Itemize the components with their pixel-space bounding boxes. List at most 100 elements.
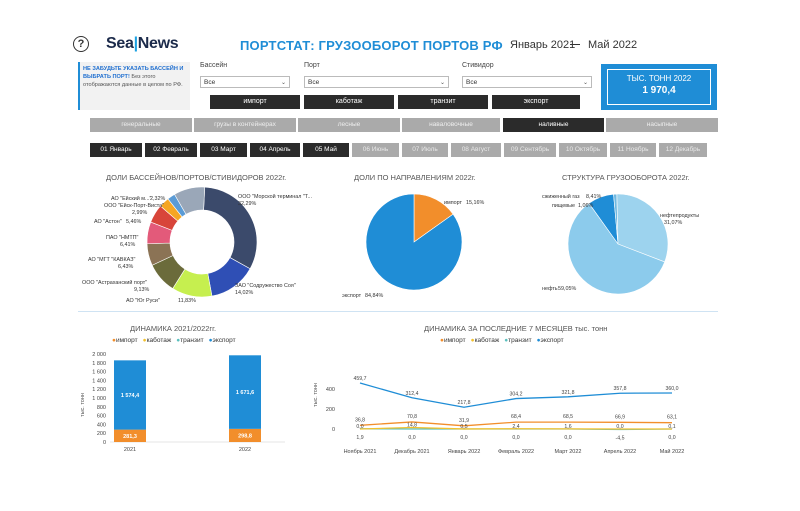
logo-part-b: News — [137, 35, 179, 52]
month-tab-8[interactable]: 08 Август — [451, 143, 501, 157]
month-tab-9[interactable]: 09 Сентябрь — [504, 143, 556, 157]
cargo-tab-dry-bulk[interactable]: насыпные — [606, 118, 718, 132]
bar-ytick: 1 000 — [92, 396, 106, 402]
pie3-slice-1[interactable] — [567, 202, 666, 295]
line-point-label: 0,0 — [512, 435, 519, 441]
period-from[interactable]: Январь 2021 — [510, 39, 576, 51]
month-tab-5[interactable]: 05 Май — [303, 143, 349, 157]
legend-item[interactable]: ●транзит — [504, 337, 531, 344]
bar-export-1[interactable] — [229, 355, 261, 429]
bar-import-1[interactable] — [229, 428, 261, 442]
legend-item[interactable]: ●каботаж — [471, 337, 500, 344]
donut-label-3: ООО "Астраханский порт" — [82, 279, 147, 286]
cargo-tab-containers[interactable]: грузы в контейнерах — [194, 118, 296, 132]
period-to[interactable]: Май 2022 — [588, 39, 638, 51]
pie2-slice-1[interactable] — [365, 193, 463, 291]
month-tab-10[interactable]: 10 Октябрь — [559, 143, 607, 157]
line-point-label: 0,0 — [668, 435, 675, 441]
bar-ytick: 400 — [97, 422, 106, 428]
line-point-label: -4,5 — [616, 435, 625, 441]
stevedore-select[interactable]: Все ⌄ — [462, 76, 592, 88]
basin-select[interactable]: Все ⌄ — [200, 76, 290, 88]
port-label: Порт — [304, 62, 320, 69]
legend-item[interactable]: ●экспорт — [209, 337, 236, 344]
basin-label: Бассейн — [200, 62, 228, 69]
month-tab-3[interactable]: 03 Март — [200, 143, 247, 157]
bar-ytick: 1 200 — [92, 387, 106, 393]
line-xtick-5: Апрель 2022 — [604, 449, 636, 455]
line-point-label: 459,7 — [354, 376, 367, 382]
bar-ytick: 2 000 — [92, 352, 106, 358]
legend-label: каботаж — [474, 337, 500, 344]
help-icon[interactable]: ? — [73, 36, 89, 52]
pie3-value-1: 59,05% — [558, 286, 576, 292]
pie3-label-2: сжиженный газ — [542, 193, 580, 200]
port-select[interactable]: Все ⌄ — [304, 76, 449, 88]
direction-import-button[interactable]: импорт — [210, 95, 300, 109]
pie2-value-0: 15,16% — [466, 200, 484, 206]
month-tab-1[interactable]: 01 Январь — [90, 143, 142, 157]
line-point-label: 0,5 — [460, 424, 467, 430]
bar-xtick-0: 2021 — [124, 447, 136, 453]
bar-import-label-0: 281,3 — [123, 434, 137, 440]
donut-slice-0[interactable] — [203, 186, 258, 270]
line-series-экспорт[interactable] — [359, 382, 673, 408]
legend-item[interactable]: ●импорт — [112, 337, 138, 344]
cargo-tab-liquid[interactable]: наливные — [503, 118, 604, 132]
section-title-shares-ports: ДОЛИ БАССЕЙНОВ/ПОРТОВ/СТИВИДОРОВ 2022г. — [106, 173, 287, 182]
legend-label: экспорт — [212, 337, 236, 344]
legend-label: экспорт — [540, 337, 564, 344]
cargo-tab-bulk[interactable]: наваловочные — [402, 118, 500, 132]
month-tab-12[interactable]: 12 Декабрь — [659, 143, 707, 157]
line-xtick-4: Март 2022 — [555, 449, 582, 455]
legend-item[interactable]: ●каботаж — [143, 337, 172, 344]
legend-label: импорт — [443, 337, 466, 344]
line-point-label: 0,0 — [408, 435, 415, 441]
donut-value-2: 11,83% — [178, 298, 196, 304]
legend-item[interactable]: ●транзит — [176, 337, 203, 344]
line-point-label: 0,0 — [616, 424, 623, 430]
kpi-label: ТЫС. ТОНН 2022 — [626, 74, 692, 83]
direction-export-button[interactable]: экспорт — [492, 95, 580, 109]
pie2-label-0: импорт — [444, 200, 463, 206]
legend-bar: ●импорт ●каботаж ●транзит ●экспорт — [112, 337, 236, 344]
port-value: Все — [308, 79, 320, 86]
line-point-label: 68,5 — [563, 414, 573, 420]
legend-dot: ● — [142, 337, 147, 344]
directions-pie-chart: импорт 15,16% экспорт 84,84% — [342, 193, 484, 299]
line-point-label: 0,0 — [564, 435, 571, 441]
donut-slice-9[interactable] — [174, 186, 206, 215]
direction-transit-button[interactable]: транзит — [398, 95, 488, 109]
legend-label: импорт — [115, 337, 138, 344]
line-point-label: 2,4 — [512, 424, 519, 430]
month-tab-4[interactable]: 04 Апрель — [250, 143, 300, 157]
line-series-каботаж[interactable] — [359, 426, 673, 430]
legend-item[interactable]: ●экспорт — [537, 337, 564, 344]
line-point-label: 14,8 — [407, 423, 417, 429]
donut-label-5: ПАО "НМТП" — [106, 235, 139, 241]
donut-value-5: 6,41% — [120, 242, 135, 248]
line-point-label: 31,9 — [459, 418, 469, 424]
bar-export-0[interactable] — [114, 360, 146, 430]
line-series-импорт[interactable] — [359, 421, 673, 427]
legend-label: каботаж — [146, 337, 172, 344]
hint-bold: НЕ ЗАБУДЬТЕ УКАЗАТЬ БАССЕЙН И ВЫБРАТЬ ПО… — [83, 66, 184, 80]
cargo-tab-general[interactable]: генеральные — [90, 118, 192, 132]
bar-ytick: 800 — [97, 405, 106, 411]
legend-item[interactable]: ●импорт — [440, 337, 466, 344]
month-tab-11[interactable]: 11 Ноябрь — [610, 143, 656, 157]
logo-part-a: Sea — [106, 35, 134, 52]
bar-import-0[interactable] — [114, 429, 146, 442]
legend-dot: ● — [112, 337, 116, 344]
cargo-tab-timber[interactable]: лесные — [298, 118, 400, 132]
line-xtick-6: Май 2022 — [660, 448, 685, 455]
donut-label-7: ООО "Ейск-Порт-Виста" — [104, 202, 164, 209]
pie3-slice-0[interactable] — [616, 193, 669, 263]
kpi-card: ТЫС. ТОНН 2022 1 970,4 — [601, 64, 717, 110]
month-tab-7[interactable]: 07 Июль — [402, 143, 448, 157]
month-tab-2[interactable]: 02 Февраль — [145, 143, 197, 157]
direction-cabotage-button[interactable]: каботаж — [304, 95, 394, 109]
bar-ylabel: тыс. тонн — [80, 393, 86, 417]
month-tab-6[interactable]: 06 Июнь — [352, 143, 399, 157]
pie3-value-3: 1,06% — [578, 203, 593, 209]
